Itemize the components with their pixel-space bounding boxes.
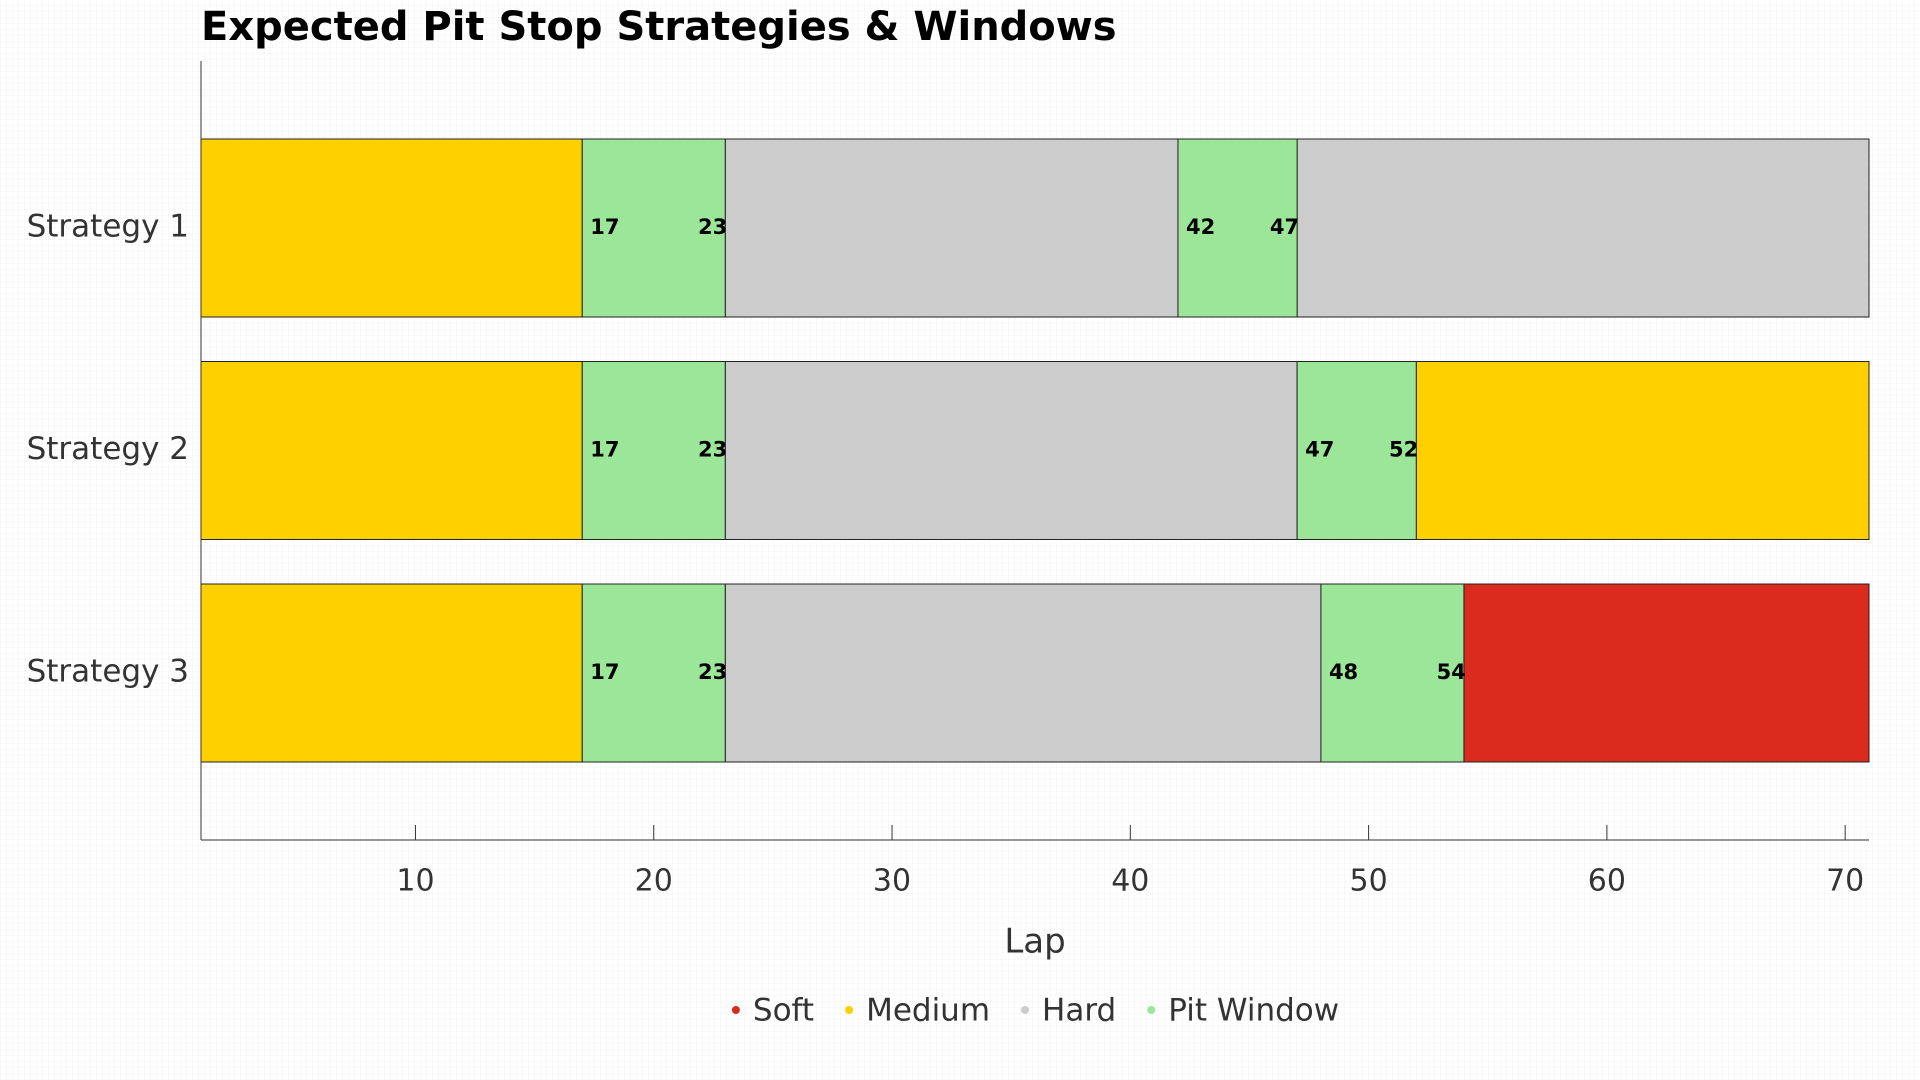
bar-segment [200,361,583,540]
data-label: 17 [590,215,619,239]
bar-segment [1415,361,1870,540]
legend-label: Pit Window [1168,993,1339,1029]
chart-title: Expected Pit Stop Strategies & Windows [201,4,1117,50]
x-tick-label: 40 [1111,864,1149,899]
bar-segment [1296,138,1870,318]
y-tick-label: Strategy 1 [27,209,189,245]
legend-label: Medium [866,993,990,1029]
bar-segment [581,583,726,763]
data-label: 23 [698,215,727,239]
bar-segment [724,138,1179,318]
x-tick-label: 50 [1350,864,1388,899]
bar-segment [200,138,583,318]
data-label: 52 [1389,438,1418,462]
bar-segment [724,361,1298,540]
legend-marker [1147,1006,1156,1014]
legend-marker [1021,1006,1030,1014]
data-label: 17 [590,660,619,684]
x-tick-label: 60 [1588,864,1626,899]
data-label: 54 [1437,660,1466,684]
data-label: 23 [698,438,727,462]
data-label: 23 [698,660,727,684]
legend-label: Soft [753,993,814,1029]
legend-marker [731,1006,740,1014]
data-label: 47 [1305,438,1334,462]
data-label: 42 [1186,215,1215,239]
data-label: 48 [1329,660,1358,684]
bar-segment [581,361,726,540]
bar-segment [1177,138,1298,318]
data-label: 47 [1270,215,1299,239]
x-axis-title: Lap [1004,922,1065,962]
bar-segment [1320,583,1465,763]
bar-segment [1296,361,1417,540]
bar-segment [581,138,726,318]
legend: Soft Medium Hard Pit Window [731,993,1339,1029]
data-label: 17 [590,438,619,462]
x-tick-label: 30 [873,864,911,899]
y-tick-label: Strategy 3 [27,654,189,690]
x-tick-label: 10 [396,864,434,899]
bar-segment [200,583,583,763]
x-tick-label: 70 [1826,864,1864,899]
legend-label: Hard [1042,993,1116,1029]
y-tick-label: Strategy 2 [27,431,189,467]
bar-segment [724,583,1322,763]
bar-segment [1463,583,1870,763]
x-tick-label: 20 [635,864,673,899]
legend-marker [845,1006,854,1014]
